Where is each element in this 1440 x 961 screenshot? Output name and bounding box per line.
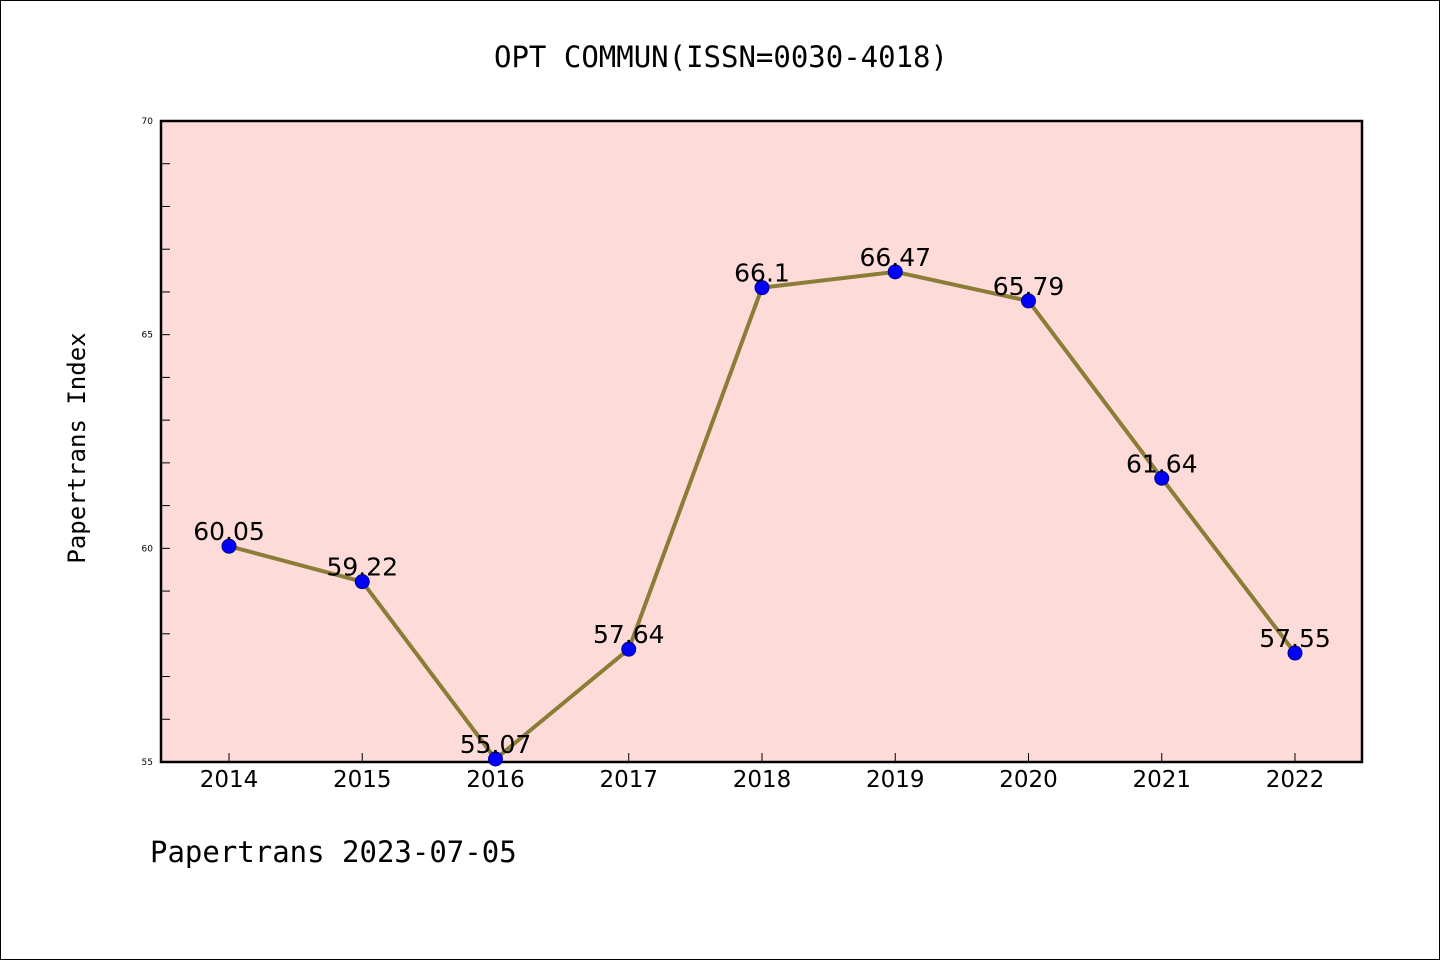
y-tick-label: 70 (142, 117, 154, 127)
data-point (754, 280, 770, 296)
data-labels: 60.05 59.22 55.07 57.64 66.1 66.47 65.79 61.64 5… (193, 243, 1331, 759)
y-axis: 55 60 65 70 (142, 117, 170, 768)
data-point (221, 538, 237, 554)
data-point (1021, 293, 1036, 309)
x-tick-label: 2015 (333, 767, 392, 793)
data-point (1154, 470, 1170, 486)
x-tick-label: 2014 (200, 767, 259, 793)
y-tick-label: 55 (142, 758, 153, 768)
footer-caption: Papertrans 2023-07-05 (150, 835, 517, 869)
x-tick-label: 2020 (999, 767, 1058, 793)
x-tick-label: 2022 (1266, 767, 1325, 793)
series-papertrans-index (221, 264, 1303, 767)
data-point (354, 574, 370, 590)
data-point (621, 641, 637, 657)
x-axis: 2014 2015 2016 2017 2018 2019 2020 2021 2022 (200, 753, 1325, 793)
data-label: 66.1 (734, 259, 790, 288)
data-label: 60.05 (193, 517, 265, 546)
x-tick-label: 2016 (466, 767, 525, 793)
x-tick-label: 2017 (599, 767, 658, 793)
data-label: 65.79 (993, 272, 1065, 301)
y-axis-label: Papertrans Index (63, 332, 91, 563)
data-label: 55.07 (460, 730, 532, 759)
chart-title: OPT COMMUN(ISSN=0030-4018) (494, 40, 948, 74)
data-point (488, 751, 503, 767)
data-point (887, 264, 903, 280)
x-tick-label: 2019 (866, 767, 925, 793)
data-label: 57.55 (1259, 624, 1331, 653)
data-point (1287, 645, 1303, 661)
y-tick-label: 65 (142, 331, 153, 341)
x-tick-label: 2018 (733, 767, 792, 793)
x-tick-label: 2021 (1132, 767, 1191, 793)
data-label: 61.64 (1126, 449, 1198, 478)
data-label: 59.22 (326, 553, 398, 582)
data-label: 57.64 (593, 620, 665, 649)
data-label: 66.47 (859, 243, 931, 272)
plot-area (159, 119, 1364, 764)
y-tick-label: 60 (142, 544, 154, 554)
